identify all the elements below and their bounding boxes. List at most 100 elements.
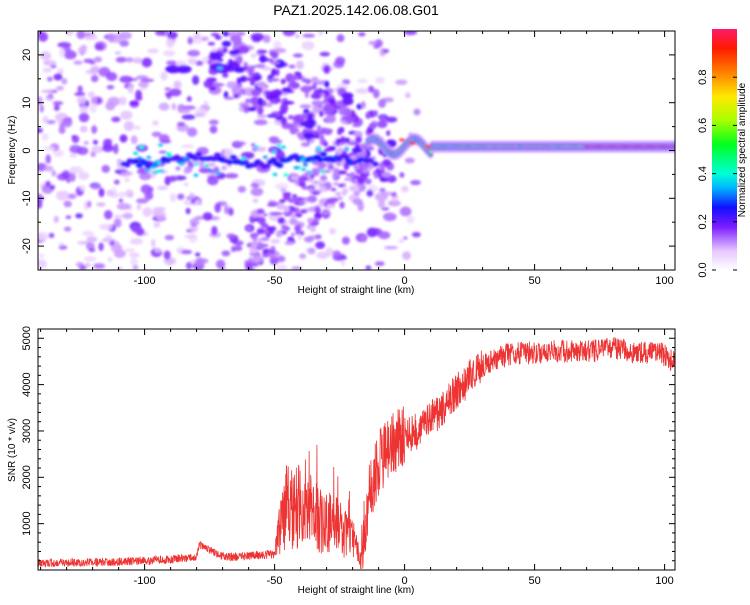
- heatmap-cell: [139, 145, 145, 149]
- heatmap-cell: [38, 259, 47, 269]
- y-tick-label: 20: [21, 49, 33, 61]
- heatmap-cell: [50, 64, 57, 69]
- heatmap-cell: [113, 179, 120, 185]
- heatmap-cell: [79, 125, 88, 133]
- heatmap-cell: [38, 31, 49, 42]
- heatmap-cell: [158, 134, 170, 144]
- heatmap-cell: [222, 47, 228, 54]
- heatmap-cell: [254, 145, 260, 149]
- heatmap-cell: [200, 36, 209, 42]
- heatmap-cell: [222, 72, 229, 78]
- heatmap-cell: [45, 180, 51, 187]
- heatmap-cell: [59, 242, 64, 247]
- heatmap-cell: [53, 149, 65, 157]
- heatmap-cell: [159, 169, 165, 173]
- heatmap-cell: [229, 154, 237, 160]
- heatmap-cell: [52, 101, 64, 106]
- heatmap-cell: [395, 79, 408, 86]
- heatmap-cell: [352, 198, 363, 206]
- heatmap-cell: [275, 68, 280, 77]
- heatmap-cell: [88, 247, 96, 253]
- heatmap-cell: [281, 145, 287, 149]
- heatmap-cell: [262, 34, 271, 44]
- snr-background: [38, 329, 675, 570]
- heatmap-cell: [90, 184, 102, 190]
- heatmap-cell: [298, 73, 303, 80]
- heatmap-cell: [290, 232, 296, 237]
- heatmap-cell: [375, 167, 380, 175]
- heatmap-cell: [275, 264, 288, 270]
- heatmap-cell: [332, 182, 339, 186]
- heatmap-cell: [404, 157, 415, 164]
- heatmap-cell: [344, 108, 352, 116]
- heatmap-cell: [379, 187, 386, 193]
- heatmap-cell: [202, 212, 213, 221]
- heatmap-cell: [123, 162, 131, 168]
- heatmap-cell: [276, 255, 286, 263]
- heatmap-cell: [294, 212, 303, 218]
- heatmap-cell: [353, 191, 361, 196]
- heatmap-cell: [241, 159, 249, 165]
- heatmap-cell: [317, 31, 324, 36]
- heatmap-cell: [83, 58, 94, 64]
- heatmap-cell: [226, 233, 236, 239]
- heatmap-cell: [193, 173, 199, 177]
- heatmap-cell: [42, 146, 56, 152]
- heatmap-cell: [398, 238, 404, 244]
- heatmap-cell: [129, 100, 140, 106]
- heatmap-cell: [374, 261, 385, 267]
- heatmap-cell: [253, 119, 268, 126]
- heatmap-cell: [158, 143, 164, 147]
- heatmap-cell: [209, 125, 218, 134]
- heatmap-cell: [221, 165, 227, 171]
- heatmap-cell: [192, 156, 200, 162]
- heatmap-cell: [89, 103, 97, 114]
- heatmap-cell: [399, 172, 405, 178]
- heatmap-cell: [332, 250, 342, 260]
- heatmap-cell: [323, 104, 335, 114]
- heatmap-cell: [357, 79, 368, 83]
- heatmap-cell: [132, 264, 139, 270]
- heatmap-cell: [82, 231, 95, 237]
- heatmap-cell: [283, 173, 289, 177]
- heatmap-cell: [320, 170, 326, 174]
- heatmap-cell: [295, 210, 300, 215]
- heatmap-cell: [79, 185, 86, 191]
- heatmap-cell: [83, 256, 97, 262]
- x-tick-label: 100: [655, 275, 673, 287]
- heatmap-cell: [135, 162, 143, 168]
- heatmap-cell: [301, 167, 307, 172]
- heatmap-cell: [217, 66, 223, 70]
- heatmap-cell: [248, 66, 254, 76]
- x-tick-label: -100: [134, 575, 156, 587]
- heatmap-cell: [257, 50, 268, 54]
- heatmap-cell: [311, 167, 320, 173]
- heatmap-cell: [77, 46, 87, 55]
- heatmap-cell: [676, 143, 681, 151]
- heatmap-cell: [336, 170, 348, 175]
- heatmap-cell: [206, 77, 217, 83]
- heatmap-cell: [385, 116, 398, 123]
- heatmap-cell: [110, 240, 115, 246]
- heatmap-cell: [282, 192, 292, 196]
- heatmap-cell: [368, 122, 377, 129]
- heatmap-cell: [152, 120, 159, 126]
- heatmap-cell: [291, 211, 296, 220]
- heatmap-cell: [113, 218, 122, 228]
- heatmap-cell: [103, 209, 113, 220]
- heatmap-cell: [212, 25, 218, 30]
- heatmap-cell: [300, 85, 313, 93]
- heatmap-cell: [228, 207, 234, 216]
- heatmap-cell: [360, 235, 368, 243]
- heatmap-cell: [105, 72, 118, 82]
- heatmap-cell: [292, 53, 303, 58]
- heatmap-cell: [319, 134, 325, 141]
- heatmap-cell: [48, 232, 55, 239]
- y-tick-label: 5000: [21, 326, 33, 350]
- heatmap-cell: [270, 68, 277, 77]
- heatmap-cell: [287, 197, 298, 204]
- heatmap-cell: [266, 203, 278, 207]
- heatmap-cell: [290, 174, 299, 178]
- heatmap-cell: [304, 78, 312, 85]
